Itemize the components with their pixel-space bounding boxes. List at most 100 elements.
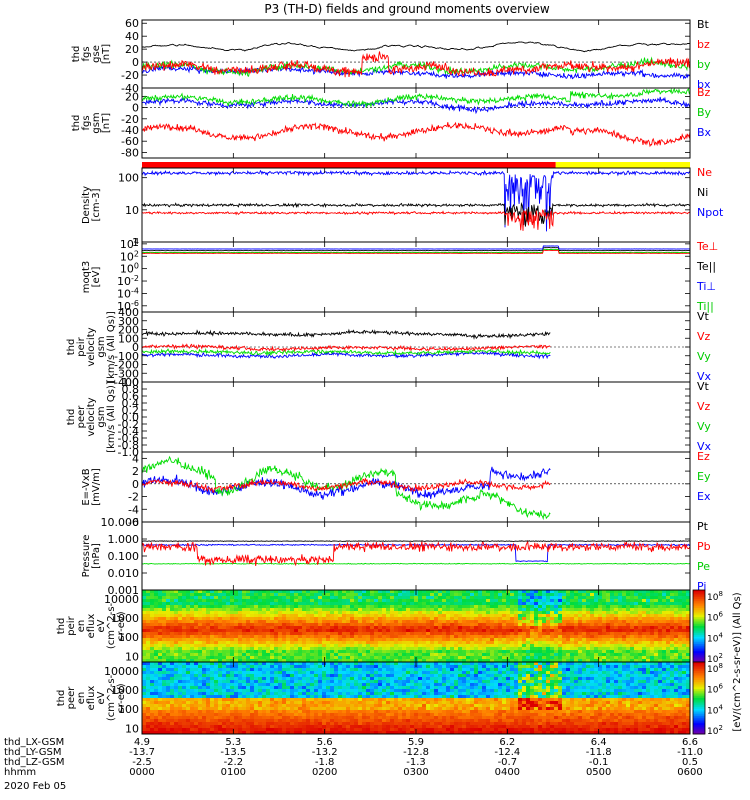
- ytick-label: -1.0: [118, 446, 139, 459]
- colorbar-tick: 102: [707, 724, 723, 737]
- panel-5: 1.00.80.60.40.20.0-0.2-0.4-0.6-0.8-1.0 th…: [66, 376, 712, 459]
- legend-Ni: Ni: [697, 186, 708, 199]
- ylabel-line: [mV/m]: [91, 468, 102, 506]
- ylabel-line: [eV]: [91, 267, 102, 288]
- colorbar-tick: 104: [707, 631, 723, 644]
- panel-frame: [141, 521, 691, 591]
- ytick-label: -300: [114, 367, 139, 380]
- plot-title: P3 (TH-D) fields and ground moments over…: [264, 2, 549, 16]
- xtick-label: 0400: [495, 767, 520, 778]
- legend-Pt: Pt: [697, 520, 709, 533]
- ytick-label: -6: [128, 516, 139, 529]
- ytick-label: 1000: [111, 684, 139, 697]
- xtick-label: -2.5: [132, 757, 152, 768]
- ytick-label: -200: [114, 359, 139, 372]
- ylabel-line: peer: [76, 405, 87, 429]
- ytick-label: 100: [118, 631, 139, 644]
- xtick-label: 5.6: [317, 737, 333, 748]
- ylabel-line: eV: [96, 691, 107, 704]
- panel-3-lines: [141, 245, 691, 254]
- panel-7-lines: [141, 539, 691, 567]
- ytick-label: 0.010: [108, 567, 140, 580]
- panel-6: 420-2-4-6 E=-VxB [mV/m] Ez Ey Ex: [81, 450, 711, 529]
- legend-Pb: Pb: [697, 540, 711, 553]
- ylabel-line: Pressure: [81, 535, 92, 578]
- ytick-label: 0: [132, 478, 139, 491]
- xtick-label: 5.3: [225, 737, 241, 748]
- legend-Ey: Ey: [697, 470, 711, 483]
- panel-frame: [141, 19, 691, 89]
- legend-Ti⊥: Ti⊥: [696, 280, 716, 293]
- ylabel-line: sr-eV): [116, 611, 127, 640]
- ylabel-line: thd: [71, 115, 82, 132]
- legend-Vx: Vx: [697, 370, 712, 383]
- panel-2: 100 10 1 Density [cm-3] Ne Ni Npot: [81, 166, 724, 249]
- panel-8: 10000 1000 100 10 thd peir en eflux eV (cm^2-s-sr…: [56, 593, 690, 663]
- ylabel-line: thd: [66, 409, 77, 426]
- xtick-label: 6.4: [591, 737, 607, 748]
- xtick-label: 0.5: [682, 757, 698, 768]
- xtick-label: -1.3: [406, 757, 426, 768]
- ylabel-line: eflux: [86, 614, 97, 639]
- xtick-label: -12.8: [403, 747, 429, 758]
- xtick-label: -0.1: [589, 757, 609, 768]
- panel-0-lines: [141, 41, 691, 80]
- ylabel-line: Density: [81, 186, 92, 224]
- xtick-label: 0500: [586, 767, 611, 778]
- date-label: 2020 Feb 05: [4, 781, 66, 792]
- legend-Vt: Vt: [697, 310, 710, 323]
- ylabel-line: thd: [66, 339, 77, 356]
- legend-Vy: Vy: [697, 420, 711, 433]
- ylabel-line: fgs: [81, 46, 92, 61]
- xtick-label: 6.6: [682, 737, 698, 748]
- ylabel-line: en: [76, 692, 87, 705]
- ytick-label: 0: [132, 102, 139, 115]
- panel-7: 10.000 1.000 0.100 0.010 0.001 Pressure [nPa] P…: [81, 516, 711, 597]
- ytick-label: -4: [128, 503, 139, 516]
- panel-9: 10000 1000 100 10 thd peer en eflux eV (cm^2-s-sr…: [56, 665, 690, 735]
- ytick-label: 1.0: [122, 376, 140, 389]
- spectrogram-8: [142, 590, 691, 663]
- x-row-label-ly: thd_LY-GSM: [4, 747, 61, 758]
- legend-Te||: Te||: [696, 260, 716, 273]
- x-axis-labels: thd_LX-GSM thd_LY-GSM thd_LZ-GSM hhmm 20…: [4, 737, 703, 792]
- series-Ey-panel-6: [141, 455, 551, 521]
- legend-Bz: Bz: [697, 86, 711, 99]
- series-Vz-panel-4: [141, 343, 551, 353]
- ytick-label: 10: [125, 722, 139, 735]
- panel-frame: [141, 381, 691, 453]
- series-Vt-panel-4: [141, 328, 551, 340]
- ylabel-line: velocity: [86, 327, 97, 366]
- ytick-label: 10.000: [101, 516, 140, 529]
- ytick-label: 0.4: [122, 397, 140, 410]
- ylabel-line: sr-eV): [116, 683, 127, 712]
- ylabel-line: [cm-3]: [91, 188, 102, 221]
- legend-Te⊥: Te⊥: [696, 240, 718, 253]
- series-Pi-panel-7: [141, 543, 691, 563]
- ytick-label: -100: [114, 350, 139, 363]
- ylabel-line: eV: [96, 619, 107, 632]
- x-row-label-lz: thd_LZ-GSM: [4, 757, 65, 768]
- xtick-label: -11.0: [677, 747, 703, 758]
- ylabel-line: E=-VxB: [81, 468, 92, 505]
- series-Pe-panel-7: [141, 562, 691, 565]
- panel-1-lines: [141, 87, 691, 148]
- ytick-label: 0.8: [122, 383, 140, 396]
- spectrogram-9: [142, 662, 691, 735]
- ylabel-line: (cm^2-s-: [106, 674, 117, 721]
- ytick-label: 10: [125, 204, 139, 217]
- xtick-label: 0000: [129, 767, 154, 778]
- ytick-label: -40: [121, 82, 139, 95]
- series-Vy-panel-4: [141, 347, 551, 357]
- ytick-label: 100: [118, 332, 139, 345]
- xtick-label: 0100: [221, 767, 246, 778]
- series-bx-panel-0: [141, 64, 691, 80]
- legend-By: By: [697, 106, 712, 119]
- panel-1: 200-20-40-60-80 thd fgs gsm [nT] Bz By Bx: [71, 86, 712, 159]
- ytick-label: 1.000: [108, 533, 140, 546]
- ylabel-line: fgs: [81, 115, 92, 130]
- ytick-label: 2: [132, 465, 139, 478]
